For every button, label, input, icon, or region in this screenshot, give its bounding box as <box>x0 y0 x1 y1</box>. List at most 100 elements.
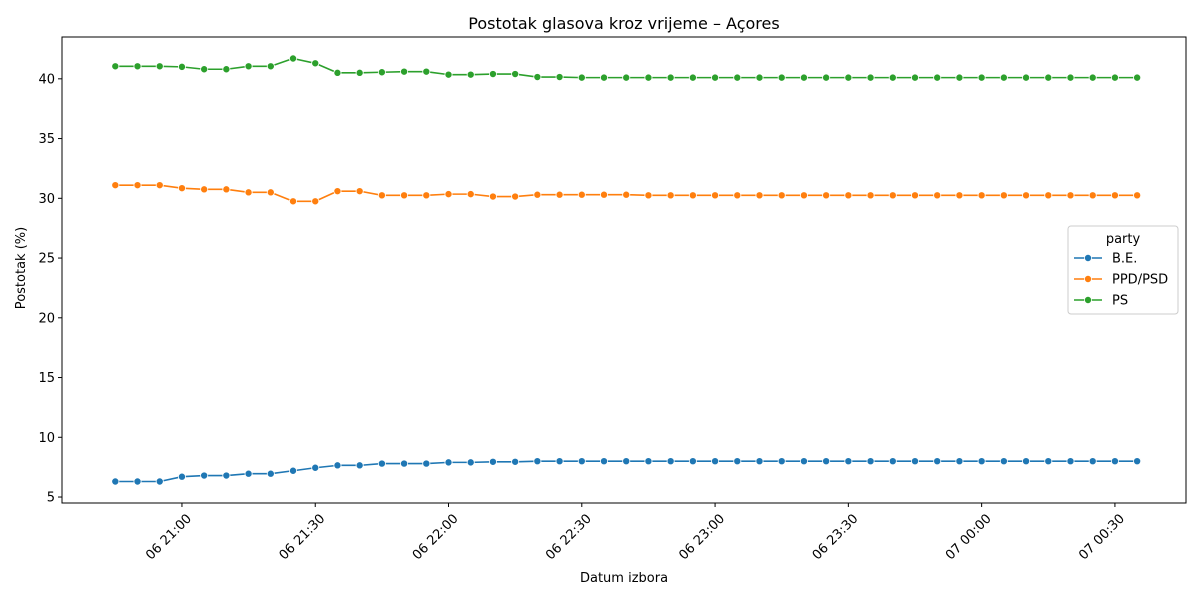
data-point-ppd-psd <box>155 181 164 190</box>
data-point-b-e <box>1066 457 1075 466</box>
data-point-ps <box>355 68 364 77</box>
data-point-ps <box>755 73 764 82</box>
data-point-ppd-psd <box>466 190 475 199</box>
plot-frame <box>61 36 1187 504</box>
data-point-ps <box>511 70 520 79</box>
data-point-b-e <box>155 477 164 486</box>
data-point-b-e <box>1022 457 1031 466</box>
data-point-ps <box>155 62 164 71</box>
data-point-b-e <box>822 457 831 466</box>
data-point-ppd-psd <box>977 191 986 200</box>
data-point-b-e <box>999 457 1008 466</box>
data-point-ppd-psd <box>1044 191 1053 200</box>
data-point-ps <box>377 68 386 77</box>
data-point-b-e <box>577 457 586 466</box>
data-point-ppd-psd <box>355 187 364 196</box>
data-point-ps <box>644 73 653 82</box>
y-tick-label: 15 <box>38 371 55 386</box>
chart-title: Postotak glasova kroz vrijeme – Açores <box>468 14 779 33</box>
data-point-b-e <box>266 469 275 478</box>
data-point-ppd-psd <box>266 188 275 197</box>
data-point-b-e <box>844 457 853 466</box>
data-point-ps <box>466 70 475 79</box>
data-point-b-e <box>1088 457 1097 466</box>
data-point-b-e <box>311 463 320 472</box>
legend-label-b-e: B.E. <box>1112 252 1137 267</box>
data-point-ppd-psd <box>1110 191 1119 200</box>
data-point-ps <box>799 73 808 82</box>
data-point-b-e <box>910 457 919 466</box>
data-point-ppd-psd <box>844 191 853 200</box>
data-point-b-e <box>111 477 120 486</box>
data-point-ps <box>488 70 497 79</box>
data-point-ppd-psd <box>755 191 764 200</box>
data-point-ppd-psd <box>733 191 742 200</box>
data-point-ppd-psd <box>866 191 875 200</box>
data-point-ppd-psd <box>1133 191 1142 200</box>
legend-marker-b-e <box>1084 253 1093 262</box>
data-point-ps <box>888 73 897 82</box>
data-point-b-e <box>400 459 409 468</box>
data-point-ppd-psd <box>933 191 942 200</box>
data-point-ppd-psd <box>333 187 342 196</box>
data-point-ppd-psd <box>511 192 520 201</box>
y-tick-label: 30 <box>38 192 55 207</box>
data-point-ppd-psd <box>422 191 431 200</box>
data-point-ps <box>955 73 964 82</box>
data-point-b-e <box>222 471 231 480</box>
data-point-ps <box>600 73 609 82</box>
legend-title: party <box>1106 232 1141 247</box>
legend-marker-ps <box>1084 295 1093 304</box>
data-point-b-e <box>622 457 631 466</box>
data-point-ppd-psd <box>533 190 542 199</box>
data-point-ppd-psd <box>777 191 786 200</box>
data-point-b-e <box>355 461 364 470</box>
y-tick-label: 40 <box>38 72 55 87</box>
data-point-ppd-psd <box>133 181 142 190</box>
data-point-ppd-psd <box>711 191 720 200</box>
data-point-ppd-psd <box>177 184 186 193</box>
data-point-ppd-psd <box>666 191 675 200</box>
legend-label-ps: PS <box>1112 294 1128 309</box>
data-point-ppd-psd <box>200 185 209 194</box>
data-point-ppd-psd <box>222 185 231 194</box>
data-point-ppd-psd <box>600 190 609 199</box>
data-point-b-e <box>377 459 386 468</box>
y-tick-label: 35 <box>38 132 55 147</box>
data-point-b-e <box>177 472 186 481</box>
data-point-ps <box>688 73 697 82</box>
data-point-ppd-psd <box>822 191 831 200</box>
data-point-ppd-psd <box>644 191 653 200</box>
data-point-ps <box>177 62 186 71</box>
data-point-ps <box>733 73 742 82</box>
data-point-ps <box>200 65 209 74</box>
data-point-ppd-psd <box>488 192 497 201</box>
data-point-ppd-psd <box>1088 191 1097 200</box>
data-point-b-e <box>955 457 964 466</box>
legend-box <box>1067 225 1179 315</box>
data-point-ppd-psd <box>444 190 453 199</box>
data-point-ps <box>910 73 919 82</box>
data-point-ps <box>844 73 853 82</box>
data-point-b-e <box>244 469 253 478</box>
data-point-b-e <box>333 461 342 470</box>
data-point-ppd-psd <box>244 188 253 197</box>
data-point-ps <box>422 67 431 76</box>
data-point-ppd-psd <box>289 197 298 206</box>
data-point-ppd-psd <box>910 191 919 200</box>
data-point-ppd-psd <box>377 191 386 200</box>
data-point-ps <box>333 68 342 77</box>
data-point-ps <box>1110 73 1119 82</box>
data-point-ps <box>577 73 586 82</box>
data-point-b-e <box>1110 457 1119 466</box>
data-point-ppd-psd <box>799 191 808 200</box>
data-point-ps <box>244 62 253 71</box>
data-point-b-e <box>422 459 431 468</box>
data-point-ps <box>266 62 275 71</box>
data-point-ppd-psd <box>888 191 897 200</box>
data-point-ps <box>289 54 298 63</box>
data-point-b-e <box>1044 457 1053 466</box>
data-point-ppd-psd <box>1022 191 1031 200</box>
legend: party B.E. PPD/PSD PS <box>1067 225 1179 315</box>
data-point-b-e <box>755 457 764 466</box>
